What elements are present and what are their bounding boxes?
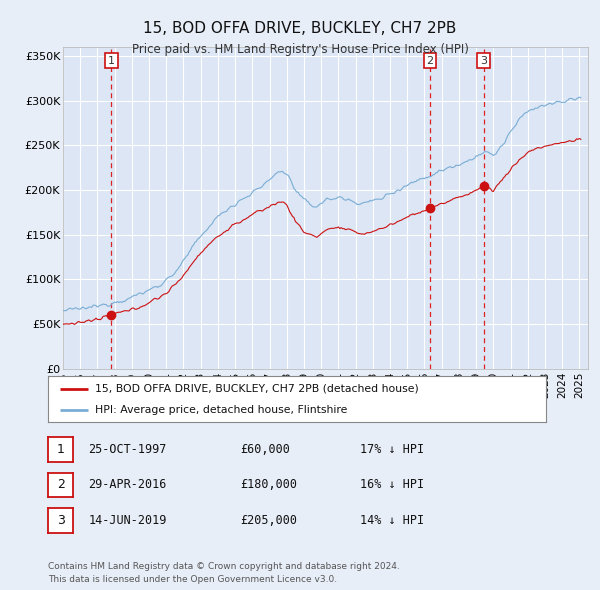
Text: £60,000: £60,000 xyxy=(240,443,290,456)
Text: 15, BOD OFFA DRIVE, BUCKLEY, CH7 2PB (detached house): 15, BOD OFFA DRIVE, BUCKLEY, CH7 2PB (de… xyxy=(95,384,419,394)
Text: This data is licensed under the Open Government Licence v3.0.: This data is licensed under the Open Gov… xyxy=(48,575,337,584)
Text: 1: 1 xyxy=(56,443,65,456)
Text: 16% ↓ HPI: 16% ↓ HPI xyxy=(360,478,424,491)
Text: 3: 3 xyxy=(56,514,65,527)
Text: Contains HM Land Registry data © Crown copyright and database right 2024.: Contains HM Land Registry data © Crown c… xyxy=(48,562,400,571)
Text: 2: 2 xyxy=(56,478,65,491)
Text: 14% ↓ HPI: 14% ↓ HPI xyxy=(360,514,424,527)
Text: £180,000: £180,000 xyxy=(240,478,297,491)
Text: 25-OCT-1997: 25-OCT-1997 xyxy=(88,443,167,456)
Text: HPI: Average price, detached house, Flintshire: HPI: Average price, detached house, Flin… xyxy=(95,405,347,415)
Text: 3: 3 xyxy=(480,55,487,65)
Text: 15, BOD OFFA DRIVE, BUCKLEY, CH7 2PB: 15, BOD OFFA DRIVE, BUCKLEY, CH7 2PB xyxy=(143,21,457,35)
Text: 29-APR-2016: 29-APR-2016 xyxy=(88,478,167,491)
Text: 14-JUN-2019: 14-JUN-2019 xyxy=(88,514,167,527)
Text: 1: 1 xyxy=(108,55,115,65)
Text: 17% ↓ HPI: 17% ↓ HPI xyxy=(360,443,424,456)
Text: £205,000: £205,000 xyxy=(240,514,297,527)
Text: 2: 2 xyxy=(427,55,434,65)
Text: Price paid vs. HM Land Registry's House Price Index (HPI): Price paid vs. HM Land Registry's House … xyxy=(131,43,469,56)
